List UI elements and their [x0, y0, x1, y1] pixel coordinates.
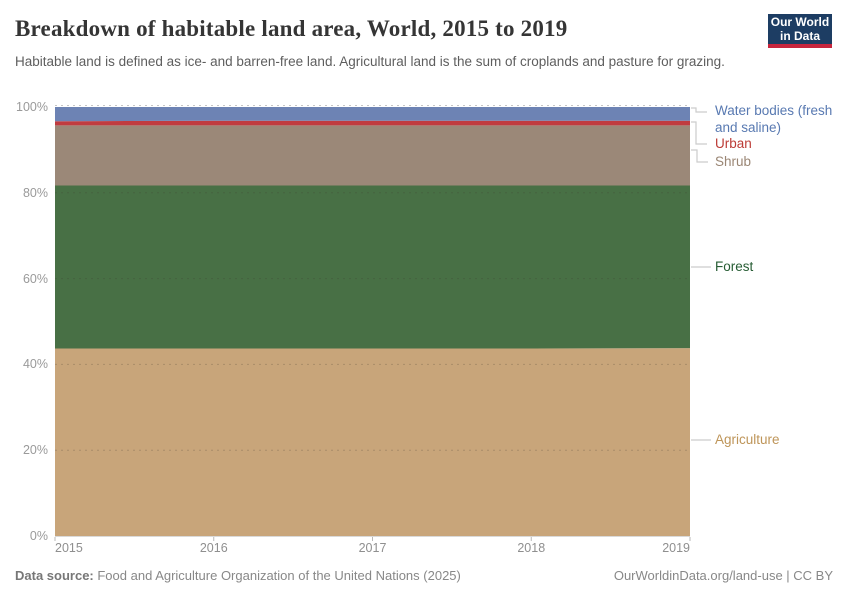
x-tick-label-2016: 2016 — [199, 541, 228, 555]
legend-connector-2 — [691, 149, 708, 163]
legend-connector-1 — [691, 121, 707, 145]
legend-item-urban[interactable]: Urban — [715, 136, 752, 151]
page-title: Breakdown of habitable land area, World,… — [15, 16, 568, 41]
y-tick-label-80pct: 80% — [22, 185, 48, 200]
x-tick-label-2019: 2019 — [662, 541, 690, 555]
owid-logo-line1: Our World — [770, 14, 830, 29]
area-water-bodies-fresh-and-saline[interactable] — [55, 107, 690, 122]
data-source-note: Data source: Food and Agriculture Organi… — [15, 568, 461, 583]
plot-canvas — [54, 105, 711, 541]
chart-subtitle: Habitable land is defined as ice- and ba… — [15, 54, 725, 69]
owid-logo-line2: in Data — [779, 29, 820, 43]
area-agriculture[interactable] — [55, 348, 690, 536]
y-tick-label-60pct: 60% — [22, 271, 48, 286]
legend-item-forest[interactable]: Forest — [715, 259, 754, 274]
owid-logo[interactable]: Our World in Data — [768, 14, 832, 48]
legend-item-agriculture[interactable]: Agriculture — [715, 432, 780, 447]
area-shrub[interactable] — [55, 125, 690, 186]
y-tick-label-20pct: 20% — [22, 443, 48, 458]
legend-item-water-bodies-fresh-and-saline[interactable]: Water bodies (fresh and saline) — [715, 103, 833, 135]
x-tick-label-2018: 2018 — [517, 541, 546, 555]
area-forest[interactable] — [55, 185, 690, 349]
stacked-area-chart: 0% 20% 40% 60% 80% 100% 2015 2016 2017 2018 2019 W… — [0, 100, 850, 560]
legend-connector-0 — [691, 107, 707, 113]
data-source-label: Data source: — [15, 568, 94, 583]
y-tick-label-40pct: 40% — [22, 357, 48, 372]
x-tick-label-2017: 2017 — [358, 541, 387, 555]
area-urban[interactable] — [55, 120, 690, 126]
chart-footer: Data source: Food and Agriculture Organi… — [15, 568, 833, 583]
legend-item-shrub[interactable]: Shrub — [715, 154, 752, 169]
y-tick-label-100pct: 100% — [16, 100, 48, 114]
data-source-text: Food and Agriculture Organization of the… — [93, 568, 461, 583]
x-tick-label-2015: 2015 — [55, 541, 83, 555]
y-tick-label-0pct: 0% — [29, 529, 48, 543]
attribution-link[interactable]: OurWorldinData.org/land-use | CC BY — [613, 568, 833, 583]
